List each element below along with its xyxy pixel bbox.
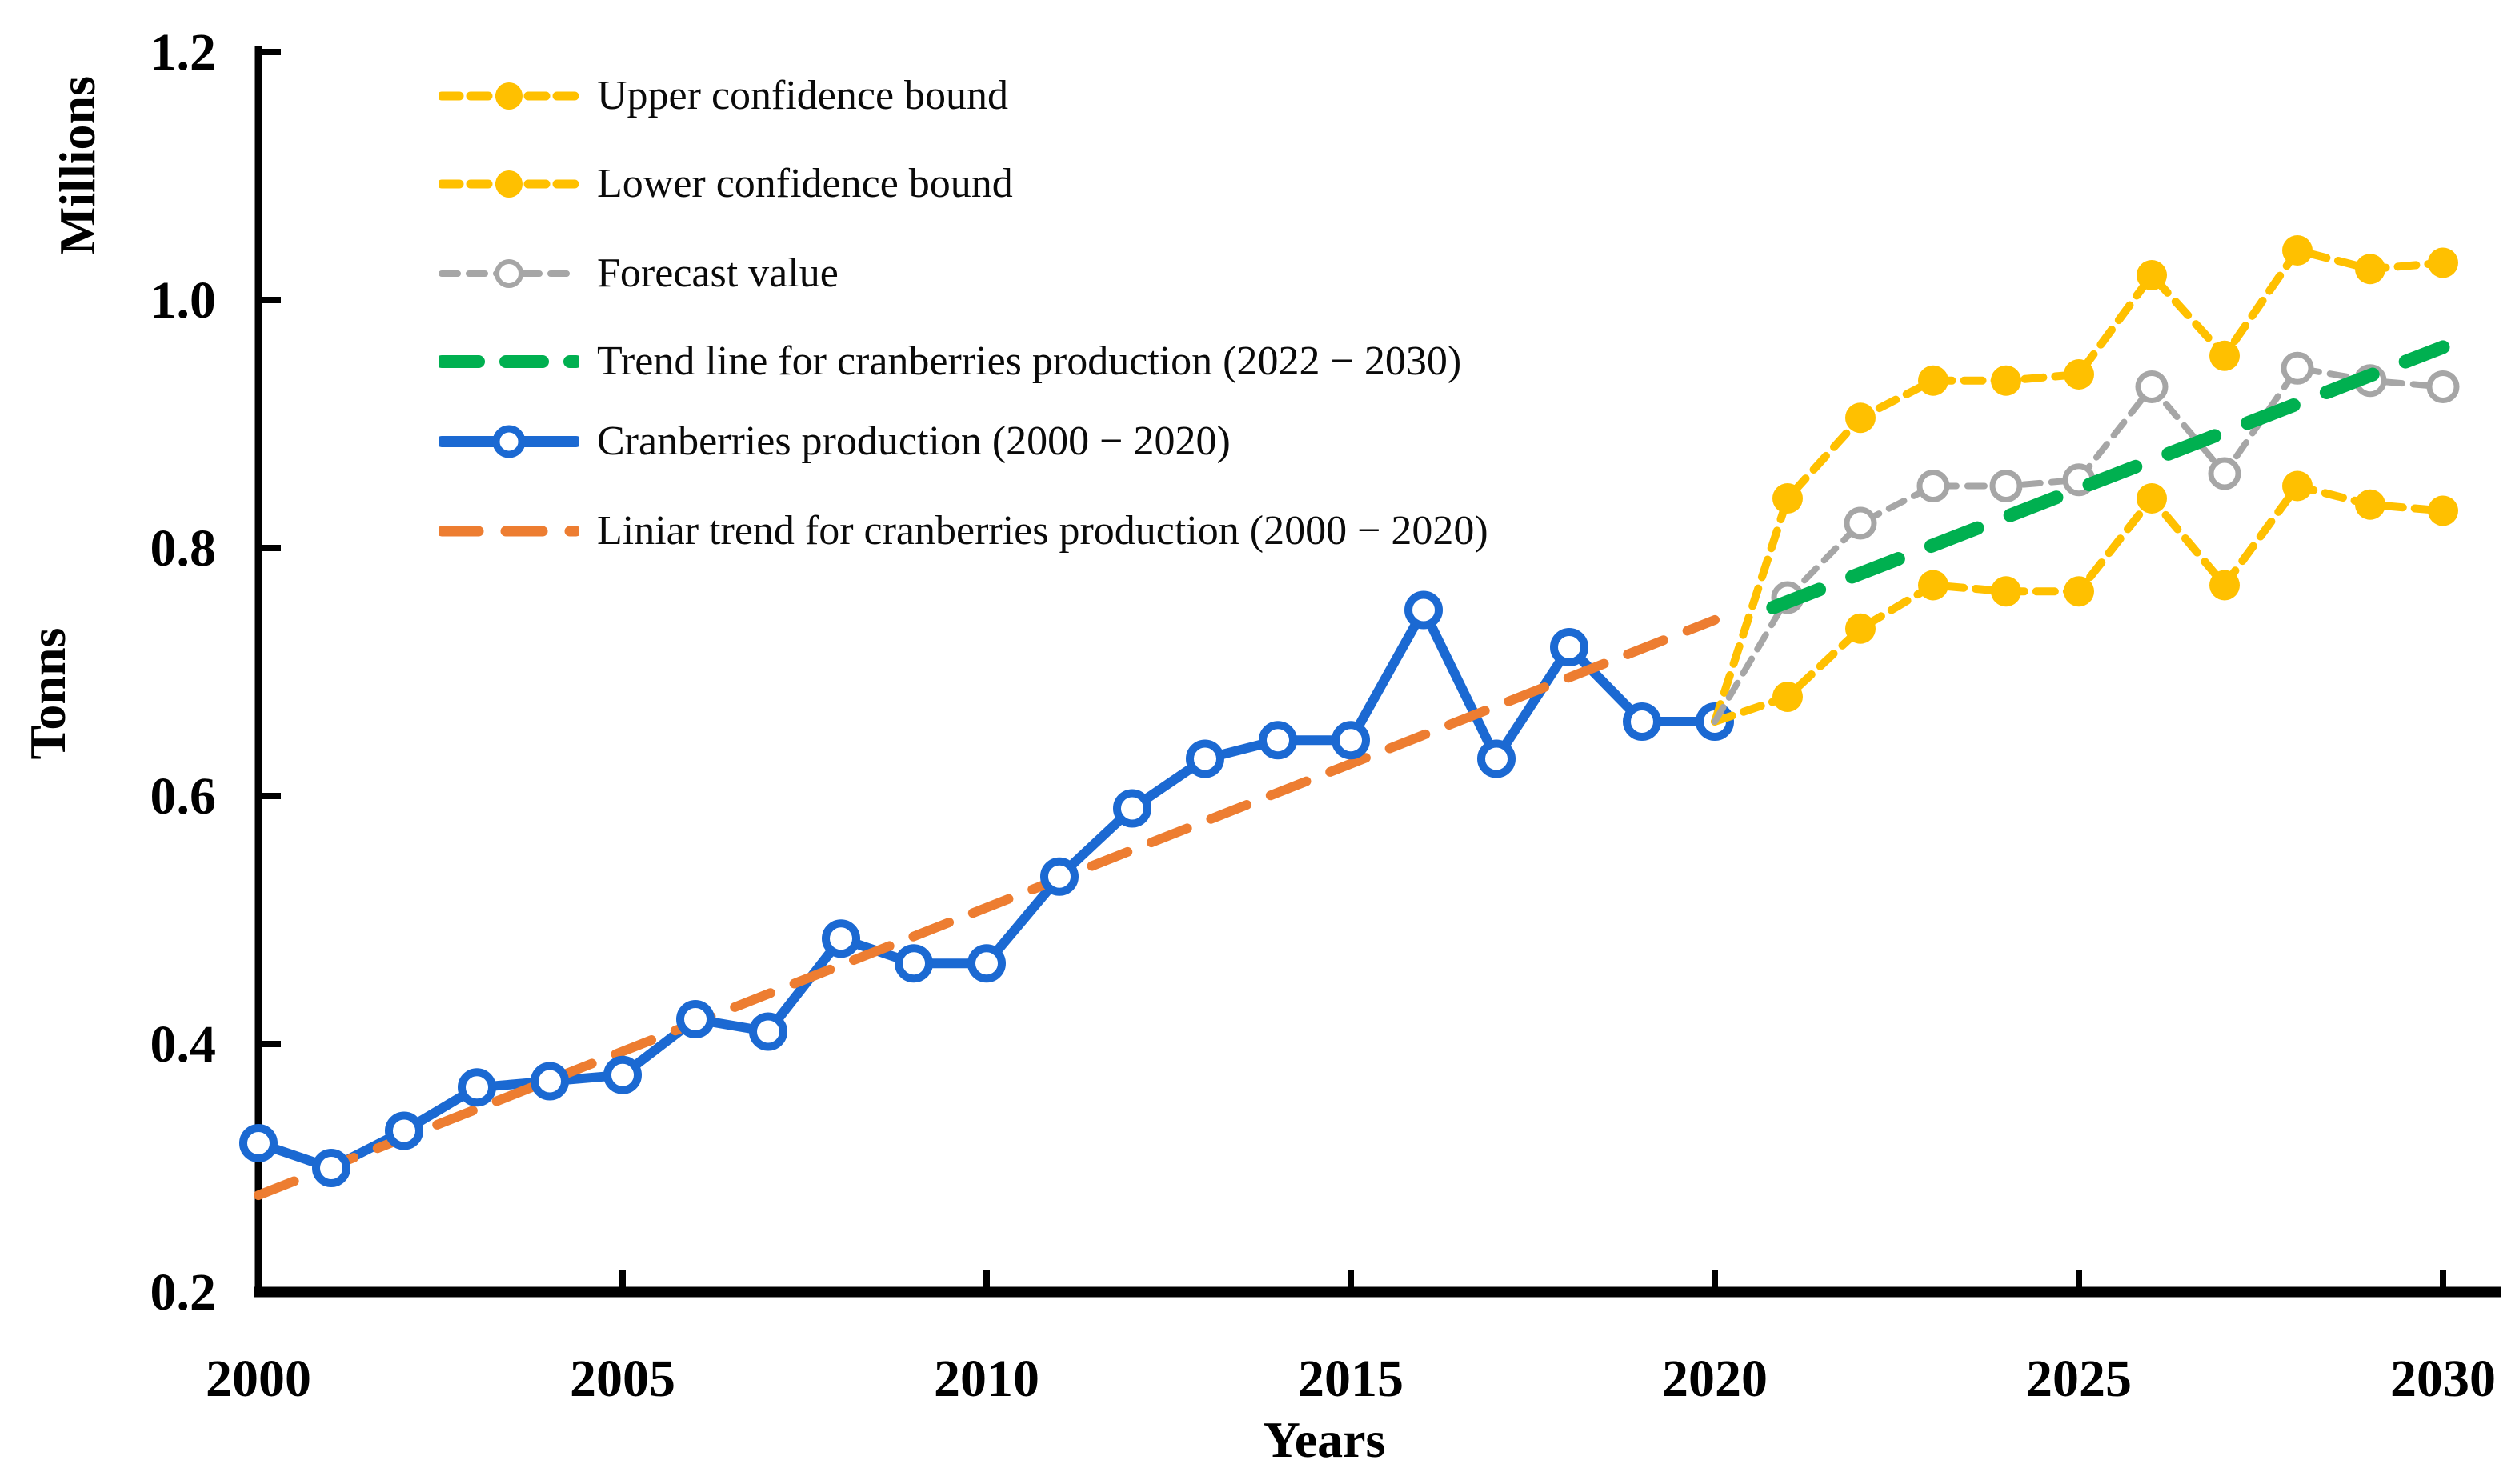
y-axis-title-millions: Millions [49,75,106,256]
legend-marker-sample [495,82,523,110]
x-tick-label: 2005 [570,1350,675,1408]
legend-item-liniar-trend-for-cranberries-production-2000-2020: Liniar trend for cranberries production … [439,509,1488,554]
marker-cranberries-production-2000-2020 [1113,789,1151,828]
marker-cranberries-production-2000-2020 [1332,721,1370,760]
marker-upper-confidence-bound [1918,365,1948,396]
marker-cranberries-production-2000-2020 [1186,739,1224,778]
marker-cranberries-production-2000-2020 [895,944,933,983]
marker-lower-confidence-bound [1918,570,1948,601]
marker-upper-confidence-bound [1772,483,1803,514]
x-tick-label: 2025 [2026,1350,2132,1408]
marker-upper-confidence-bound [2064,359,2094,390]
legend-item-upper-confidence-bound: Upper confidence bound [439,74,1008,118]
marker-forecast-value [1844,506,1877,540]
legend-sample-forecast-value [439,259,579,288]
legend-item-forecast-value: Forecast value [439,251,839,296]
y-tick-label: 0.4 [150,1015,217,1074]
legend-sample-lower-confidence-bound [439,170,579,198]
marker-forecast-value [2426,370,2460,403]
marker-cranberries-production-2000-2020 [239,1124,278,1162]
x-tick-label: 2010 [934,1350,1039,1408]
x-tick-label: 2030 [2390,1350,2496,1408]
legend-marker-sample [495,259,523,288]
marker-cranberries-production-2000-2020 [312,1149,350,1187]
marker-forecast-value [2281,351,2314,385]
x-tick-label: 2015 [1298,1350,1404,1408]
legend-label: Trend line for cranberries production (2… [597,338,1462,384]
y-axis-title-tonns: Tonns [19,627,76,760]
marker-upper-confidence-bound [2137,260,2167,290]
marker-cranberries-production-2000-2020 [676,1000,715,1038]
marker-upper-confidence-bound [1845,402,1876,434]
legend-item-trend-line-for-cranberries-production-2022-2030: Trend line for cranberries production (2… [439,339,1461,384]
legend-label: Liniar trend for cranberries production … [597,508,1488,554]
marker-cranberries-production-2000-2020 [385,1111,423,1150]
legend-label: Upper confidence bound [597,73,1009,118]
marker-cranberries-production-2000-2020 [967,944,1006,983]
x-tick-label: 2000 [206,1350,311,1408]
x-axis-title: Years [1263,1411,1386,1468]
legend-item-cranberries-production-2000-2020: Cranberries production (2000 − 2020) [439,419,1231,464]
series-line-trend-line-for-cranberries-production-2022-2030 [1766,340,2450,614]
legend-label: Forecast value [597,250,839,296]
marker-lower-confidence-bound [2064,576,2094,607]
y-tick-label: 1.2 [150,23,217,82]
x-tick-label: 2020 [1662,1350,1768,1408]
marker-cranberries-production-2000-2020 [458,1068,496,1107]
marker-lower-confidence-bound [2137,483,2167,514]
y-tick-label: 1.0 [150,271,217,330]
y-tick-label: 0.6 [150,767,217,826]
legend-item-lower-confidence-bound: Lower confidence bound [439,162,1013,206]
marker-lower-confidence-bound [2209,570,2240,601]
marker-lower-confidence-bound [2282,470,2313,502]
marker-cranberries-production-2000-2020 [1259,721,1297,760]
legend-sample-trend-line-for-cranberries-production-2022-2030 [439,355,579,368]
legend-label: Lower confidence bound [597,161,1013,206]
legend-label: Cranberries production (2000 − 2020) [597,418,1231,464]
marker-forecast-value [2208,457,2241,490]
legend-sample-liniar-trend-for-cranberries-production-2000-2020 [439,526,579,537]
marker-forecast-value [2135,370,2169,403]
legend-marker-sample [492,425,526,458]
marker-upper-confidence-bound [2282,235,2313,266]
marker-cranberries-production-2000-2020 [1477,739,1516,778]
marker-lower-confidence-bound [1991,576,2021,607]
y-tick-label: 0.2 [150,1263,217,1322]
marker-upper-confidence-bound [2209,340,2240,371]
marker-cranberries-production-2000-2020 [1404,590,1443,630]
marker-cranberries-production-2000-2020 [603,1055,642,1094]
marker-upper-confidence-bound [2428,247,2458,278]
marker-lower-confidence-bound [1772,682,1803,712]
marker-lower-confidence-bound [2428,495,2458,526]
marker-upper-confidence-bound [2355,254,2385,285]
marker-cranberries-production-2000-2020 [822,919,860,958]
marker-cranberries-production-2000-2020 [1623,702,1661,741]
marker-cranberries-production-2000-2020 [749,1012,787,1051]
series-line-upper-confidence-bound [1711,246,2447,726]
series-line-liniar-trend-for-cranberries-production-2000-2020 [254,614,1720,1201]
marker-lower-confidence-bound [1845,613,1876,644]
marker-forecast-value [1989,470,2023,502]
marker-lower-confidence-bound [2355,489,2385,520]
legend-marker-sample [495,170,523,198]
marker-cranberries-production-2000-2020 [1040,857,1079,896]
marker-cranberries-production-2000-2020 [1550,628,1588,666]
marker-cranberries-production-2000-2020 [531,1062,569,1101]
legend-sample-cranberries-production-2000-2020 [439,425,579,458]
marker-upper-confidence-bound [1991,365,2021,396]
series-line-forecast-value [1712,365,2446,725]
legend-sample-upper-confidence-bound [439,82,579,110]
y-tick-label: 0.8 [150,519,217,578]
marker-forecast-value [1916,470,1950,502]
